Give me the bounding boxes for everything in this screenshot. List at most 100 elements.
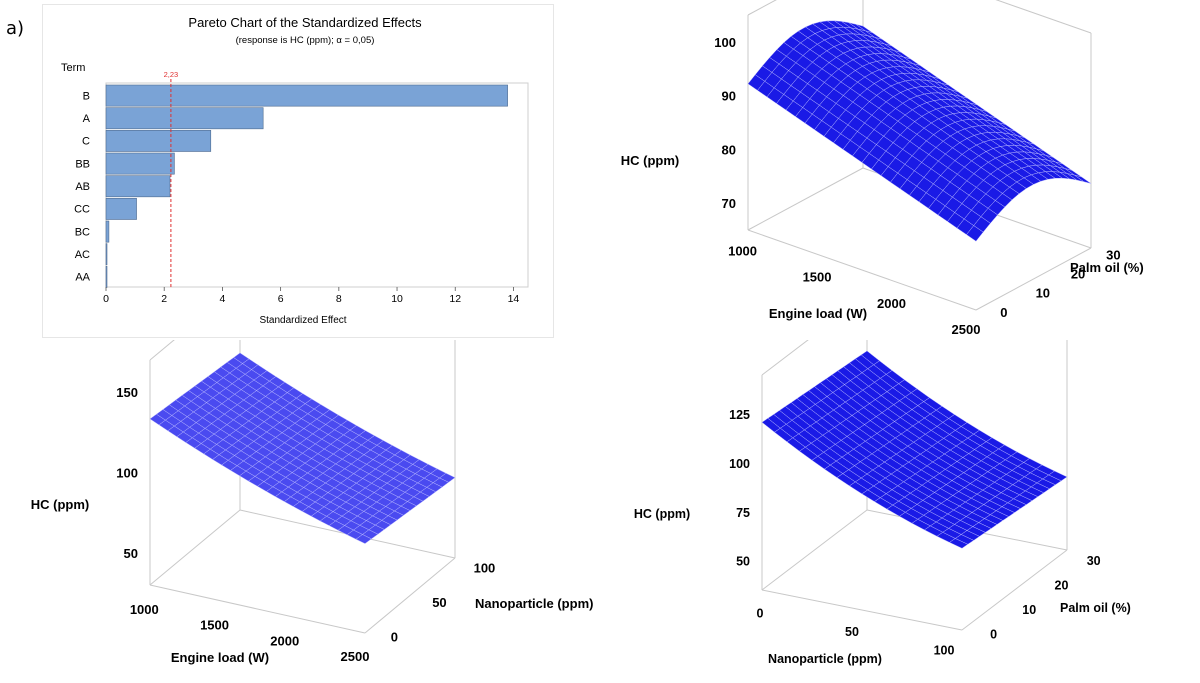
box-edge bbox=[761, 509, 868, 591]
y-axis-title: Palm oil (%) bbox=[1070, 260, 1144, 275]
x-tick-label: 1500 bbox=[200, 618, 229, 633]
response-surface bbox=[747, 20, 1092, 242]
surface-panel-d: 50 75 100 125 0 50 100 0 10 20 30 HC (ppm) Nanoparti… bbox=[630, 294, 1200, 678]
bar-c bbox=[105, 130, 212, 152]
panel-label-a: a) bbox=[6, 18, 25, 39]
x-tick-label: 14 bbox=[508, 293, 520, 305]
x-axis-title: Engine load (W) bbox=[769, 306, 867, 321]
x-tick-label: 2000 bbox=[270, 633, 299, 648]
x-tick-label: 1500 bbox=[803, 270, 832, 285]
surface-patch bbox=[966, 225, 984, 242]
x-tick-label: 50 bbox=[845, 625, 859, 639]
bar-cc bbox=[105, 198, 137, 220]
y-tick-label: 20 bbox=[1071, 267, 1085, 282]
y-tick-label: 30 bbox=[1106, 248, 1120, 263]
z-tick-label: 50 bbox=[736, 555, 750, 569]
z-tick-label: 90 bbox=[722, 89, 736, 104]
box-edge bbox=[149, 284, 241, 361]
x-tick-label: 10 bbox=[391, 293, 403, 305]
x-tick-label: 1000 bbox=[130, 602, 159, 617]
term-tick-a: A bbox=[83, 113, 91, 125]
surface-panel-b: 70 80 90 100 1000 1500 2000 2500 0 10 20 30 HC (ppm)… bbox=[600, 0, 1200, 337]
surface-chart-b: 70 80 90 100 1000 1500 2000 2500 0 10 20 30 HC (ppm)… bbox=[621, 0, 1144, 337]
y-axis-title: Palm oil (%) bbox=[1060, 601, 1131, 615]
box-edge bbox=[364, 557, 456, 634]
term-tick-c: C bbox=[82, 136, 90, 148]
chart-title: Pareto Chart of the Standardized Effects bbox=[188, 15, 422, 30]
bar-ac bbox=[105, 243, 108, 266]
box-edge bbox=[761, 589, 963, 631]
z-tick-label: 70 bbox=[722, 196, 736, 211]
surface-patch bbox=[949, 538, 969, 549]
y-tick-label: 30 bbox=[1087, 554, 1101, 568]
term-tick-cc: CC bbox=[74, 204, 90, 216]
term-tick-bc: BC bbox=[75, 226, 90, 238]
x-tick-label: 8 bbox=[336, 293, 342, 305]
x-tick-label: 0 bbox=[757, 607, 764, 621]
bar-b bbox=[105, 84, 508, 107]
bar-bc bbox=[105, 220, 110, 243]
z-axis-title: HC (ppm) bbox=[621, 153, 680, 168]
bar-a bbox=[105, 107, 264, 130]
term-tick-ac: AC bbox=[75, 249, 90, 261]
z-tick-label: 80 bbox=[722, 142, 736, 157]
x-tick-label: 4 bbox=[219, 293, 225, 305]
x-tick-label: 2 bbox=[161, 293, 167, 305]
x-tick-label: 0 bbox=[103, 293, 109, 305]
bar-aa bbox=[105, 266, 108, 288]
y-tick-label: 0 bbox=[990, 627, 997, 641]
chart-subtitle: (response is HC (ppm); α = 0,05) bbox=[236, 35, 375, 46]
x-tick-label: 2500 bbox=[952, 322, 981, 336]
x-axis-title: Engine load (W) bbox=[171, 650, 269, 665]
y-axis-title: Nanoparticle (ppm) bbox=[475, 596, 593, 611]
z-tick-label: 125 bbox=[729, 408, 750, 422]
z-tick-label: 100 bbox=[714, 35, 736, 50]
term-tick-b: B bbox=[83, 90, 90, 102]
x-tick-label: 12 bbox=[449, 293, 461, 305]
y-tick-label: 20 bbox=[1055, 578, 1069, 592]
pareto-chart-panel: Pareto Chart of the Standardized Effects… bbox=[42, 4, 554, 338]
z-tick-label: 75 bbox=[736, 506, 750, 520]
y-tick-label: 10 bbox=[1036, 286, 1050, 301]
box-edge bbox=[975, 247, 1092, 311]
term-tick-bb: BB bbox=[75, 158, 90, 170]
z-axis-title: HC (ppm) bbox=[634, 507, 690, 521]
x-tick-label: 2000 bbox=[877, 296, 906, 311]
y-tick-label: 100 bbox=[474, 561, 496, 576]
bar-bb bbox=[105, 152, 175, 175]
box-edge bbox=[149, 584, 366, 634]
z-tick-label: 150 bbox=[116, 385, 138, 400]
x-tick-label: 6 bbox=[278, 293, 284, 305]
y-tick-label: 10 bbox=[1022, 603, 1036, 617]
z-axis-title: HC (ppm) bbox=[31, 497, 90, 512]
response-surface bbox=[761, 350, 1068, 549]
x-tick-label: 1000 bbox=[728, 244, 757, 259]
surface-chart-d: 50 75 100 125 0 50 100 0 10 20 30 HC (ppm) Nanoparti… bbox=[634, 294, 1131, 666]
y-tick-label: 0 bbox=[391, 630, 398, 645]
surface-panel-c: 50 100 150 1000 1500 2000 2500 0 50 100 HC (ppm) En… bbox=[0, 284, 600, 678]
x-axis-label: Standardized Effect bbox=[259, 315, 346, 326]
box-edge bbox=[747, 229, 977, 311]
z-tick-label: 100 bbox=[729, 457, 750, 471]
box-edge bbox=[747, 167, 864, 231]
x-tick-label: 100 bbox=[934, 643, 955, 657]
y-tick-label: 0 bbox=[1000, 305, 1007, 320]
term-tick-ab: AB bbox=[75, 181, 90, 193]
y-tick-label: 50 bbox=[432, 595, 446, 610]
box-edge bbox=[961, 549, 1068, 631]
box-edge bbox=[747, 0, 777, 16]
z-tick-label: 100 bbox=[116, 466, 138, 481]
x-axis-title: Nanoparticle (ppm) bbox=[768, 652, 882, 666]
pareto-chart: Pareto Chart of the Standardized Effects… bbox=[61, 15, 529, 326]
box-edge bbox=[995, 0, 1092, 34]
reference-line-label: 2,23 bbox=[164, 70, 179, 79]
x-tick-label: 2500 bbox=[341, 649, 370, 664]
box-edge bbox=[149, 509, 241, 586]
response-surface bbox=[149, 352, 456, 544]
term-tick-aa: AA bbox=[75, 272, 90, 284]
z-tick-label: 50 bbox=[124, 546, 138, 561]
term-label: Term bbox=[61, 62, 85, 74]
surface-patch bbox=[355, 534, 372, 544]
bar-ab bbox=[105, 175, 171, 198]
